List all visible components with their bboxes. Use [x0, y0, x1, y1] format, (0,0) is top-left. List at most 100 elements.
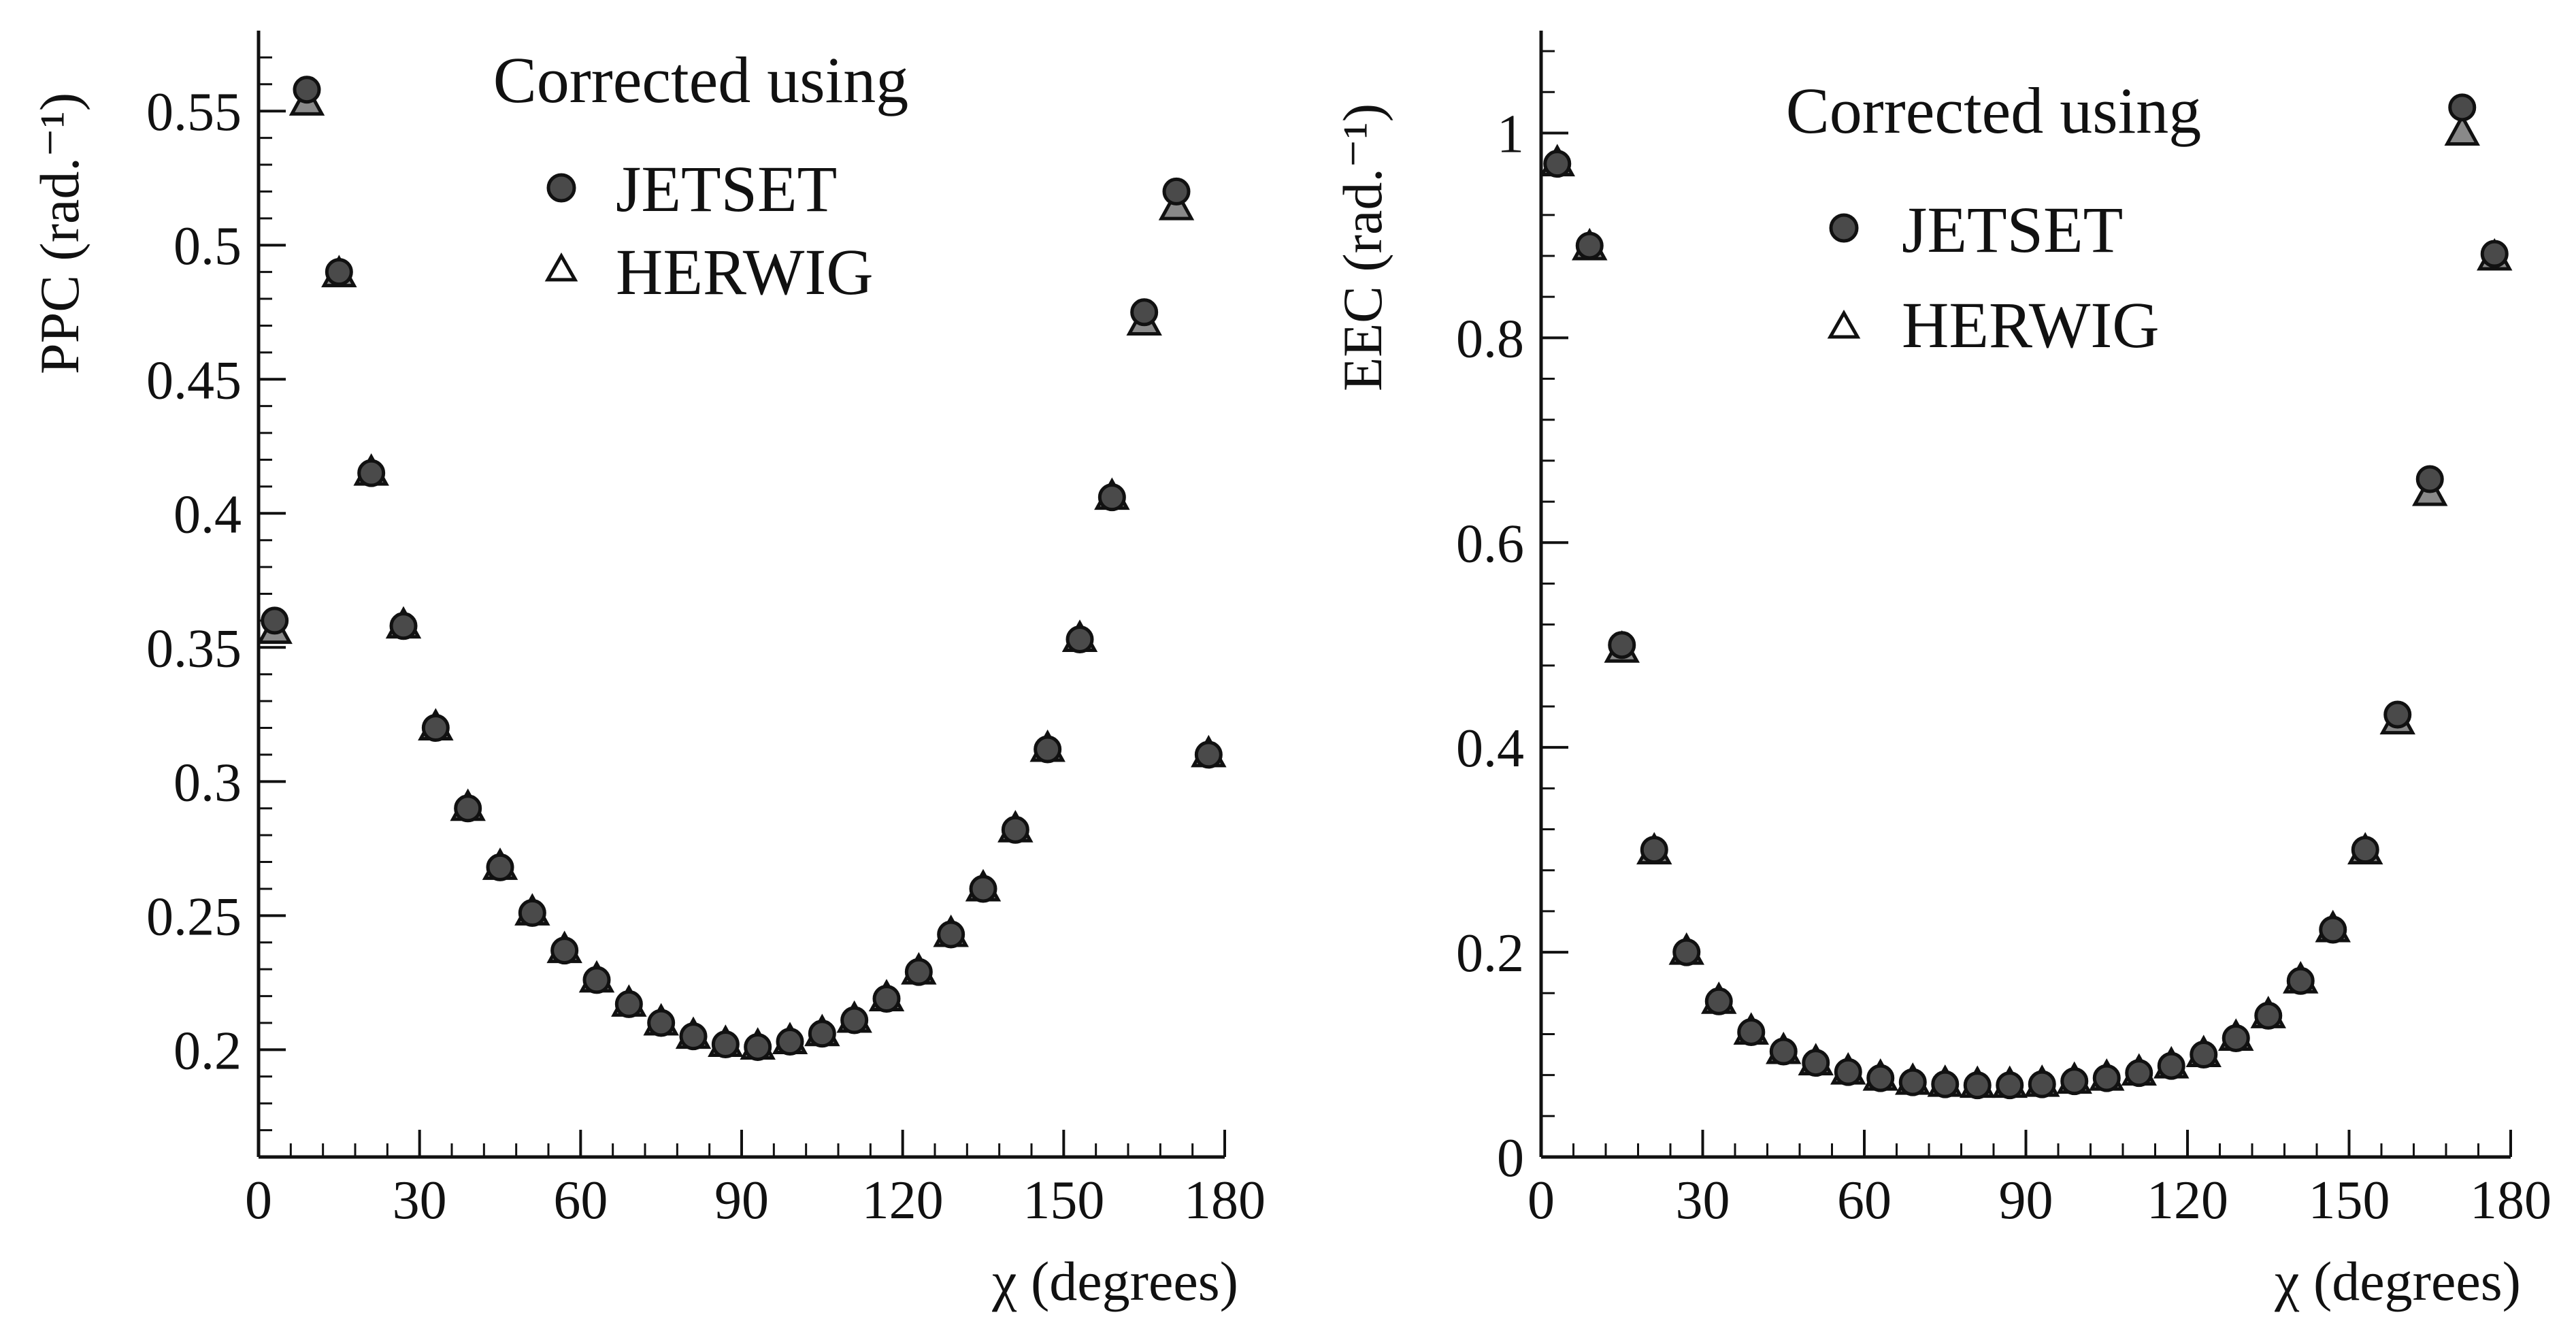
ppc-y-tick-label: 0.25 — [146, 887, 242, 947]
ppc-y-tick-label: 0.4 — [174, 485, 242, 544]
eec-jetset-point — [2319, 915, 2347, 944]
ppc-jetset-point — [614, 990, 643, 1018]
eec-jetset-point — [2448, 93, 2477, 122]
eec-jetset-point — [1575, 231, 1604, 260]
eec-jetset-point — [2480, 240, 2509, 268]
eec-jetset-point — [1769, 1037, 1798, 1066]
eec-jetset-point — [2254, 1001, 2283, 1030]
eec-jetset-point — [2351, 836, 2379, 864]
eec-panel: Corrected using JETSET HERWIG EEC (rad.⁻… — [1332, 31, 2552, 1312]
eec-legend-title: Corrected using — [1786, 74, 2202, 147]
eec-jetset-point — [1898, 1068, 1927, 1096]
eec-y-axis-label-main: EEC (rad.⁻¹) — [1332, 103, 1393, 391]
eec-y-tick-label: 0.2 — [1456, 924, 1524, 983]
eec-x-tick-label: 180 — [2470, 1171, 2552, 1230]
ppc-jetset-point — [1034, 735, 1062, 764]
eec-jetset-point — [1802, 1049, 1830, 1077]
eec-jetset-point — [2222, 1024, 2250, 1052]
ppc-jetset-point — [421, 714, 450, 743]
eec-jetset-point — [1931, 1070, 1960, 1098]
ppc-y-tick-label: 0.45 — [146, 350, 242, 410]
eec-jetset-point — [1608, 631, 1636, 659]
ppc-jetset-point — [1097, 483, 1126, 512]
eec-x-axis-label: χ (degrees) — [2274, 1250, 2521, 1312]
eec-jetset-point — [2092, 1064, 2121, 1092]
ppc-panel: Corrected using JETSET HERWIG PPC (rad.⁻… — [29, 31, 1266, 1312]
ppc-x-tick-label: 90 — [714, 1171, 769, 1230]
ppc-jetset-point — [744, 1032, 772, 1061]
ppc-jetset-point — [840, 1006, 869, 1034]
ppc-legend-jetset-label: JETSET — [616, 152, 837, 225]
eec-jetset-point — [1996, 1071, 2024, 1100]
eec-legend-herwig-marker — [1827, 309, 1861, 339]
ppc-x-tick-label: 30 — [393, 1171, 447, 1230]
ppc-y-tick-label: 0.2 — [174, 1021, 242, 1081]
eec-x-tick-label: 150 — [2309, 1171, 2390, 1230]
ppc-jetset-point — [969, 875, 997, 903]
ppc-x-tick-label: 60 — [553, 1171, 608, 1230]
ppc-jetset-point — [711, 1030, 740, 1058]
eec-x-tick-label: 120 — [2147, 1171, 2228, 1230]
eec-jetset-point — [2028, 1070, 2056, 1098]
ppc-legend-herwig-label: HERWIG — [616, 235, 874, 308]
eec-jetset-point — [1640, 836, 1668, 864]
ppc-jetset-point — [1130, 298, 1159, 327]
eec-jetset-point — [2060, 1067, 2089, 1096]
ppc-jetset-point — [293, 76, 321, 104]
eec-jetset-point — [1704, 987, 1733, 1015]
ppc-jetset-point — [518, 898, 546, 927]
eec-y-tick-label: 0.6 — [1456, 514, 1524, 574]
eec-jetset-point — [1963, 1071, 1992, 1100]
ppc-y-tick-label: 0.5 — [174, 216, 242, 276]
eec-y-tick-label: 0.8 — [1456, 309, 1524, 369]
ppc-jetset-point — [904, 958, 933, 986]
eec-x-tick-label: 90 — [1999, 1171, 2053, 1230]
ppc-jetset-point — [1194, 740, 1223, 769]
ppc-x-tick-label: 150 — [1023, 1171, 1104, 1230]
eec-jetset-point — [2125, 1059, 2153, 1088]
ppc-jetset-point — [389, 612, 418, 640]
ppc-y-tick-label: 0.35 — [146, 619, 242, 679]
ppc-jetset-point — [872, 985, 901, 1013]
ppc-y-tick-label: 0.55 — [146, 82, 242, 142]
ppc-jetset-point — [550, 936, 579, 965]
eec-jetset-point — [2190, 1041, 2218, 1069]
eec-x-tick-label: 30 — [1676, 1171, 1730, 1230]
ppc-legend-herwig-marker — [544, 252, 578, 282]
ppc-jetset-point — [776, 1028, 804, 1056]
eec-y-tick-label: 0.4 — [1456, 719, 1524, 779]
ppc-x-tick-label: 120 — [862, 1171, 944, 1230]
eec-jetset-point — [2383, 700, 2412, 729]
ppc-jetset-point — [647, 1009, 676, 1037]
ppc-x-axis-label: χ (degrees) — [991, 1250, 1238, 1312]
eec-jetset-point — [1834, 1058, 1862, 1086]
eec-jetset-point — [1737, 1017, 1766, 1046]
eec-legend-herwig-label: HERWIG — [1902, 289, 2160, 361]
eec-x-tick-label: 60 — [1837, 1171, 1892, 1230]
ppc-jetset-point — [937, 920, 965, 949]
ppc-jetset-point — [808, 1020, 836, 1048]
eec-jetset-point — [1866, 1064, 1895, 1092]
eec-y-tick-label: 1 — [1497, 104, 1524, 164]
ppc-legend-jetset-marker — [546, 173, 576, 203]
ppc-jetset-point — [1001, 815, 1029, 844]
ppc-x-tick-label: 180 — [1184, 1171, 1266, 1230]
eec-legend-jetset-label: JETSET — [1902, 193, 2123, 266]
eec-legend-jetset-marker — [1829, 213, 1859, 243]
ppc-x-tick-label: 0 — [245, 1171, 272, 1230]
ppc-jetset-point — [261, 606, 289, 635]
ppc-jetset-point — [1162, 177, 1191, 206]
ppc-jetset-point — [454, 794, 482, 823]
eec-jetset-point — [2157, 1051, 2185, 1080]
eec-herwig-point — [2444, 113, 2480, 146]
eec-jetset-point — [2415, 465, 2444, 493]
eec-jetset-point — [1672, 938, 1701, 966]
ppc-jetset-point — [486, 853, 514, 881]
eec-jetset-point — [2286, 966, 2315, 995]
ppc-y-tick-label: 0.3 — [174, 753, 242, 813]
ppc-jetset-point — [1066, 625, 1094, 653]
ppc-jetset-point — [325, 258, 353, 287]
ppc-jetset-point — [582, 966, 611, 994]
eec-y-tick-label: 0 — [1497, 1128, 1524, 1188]
